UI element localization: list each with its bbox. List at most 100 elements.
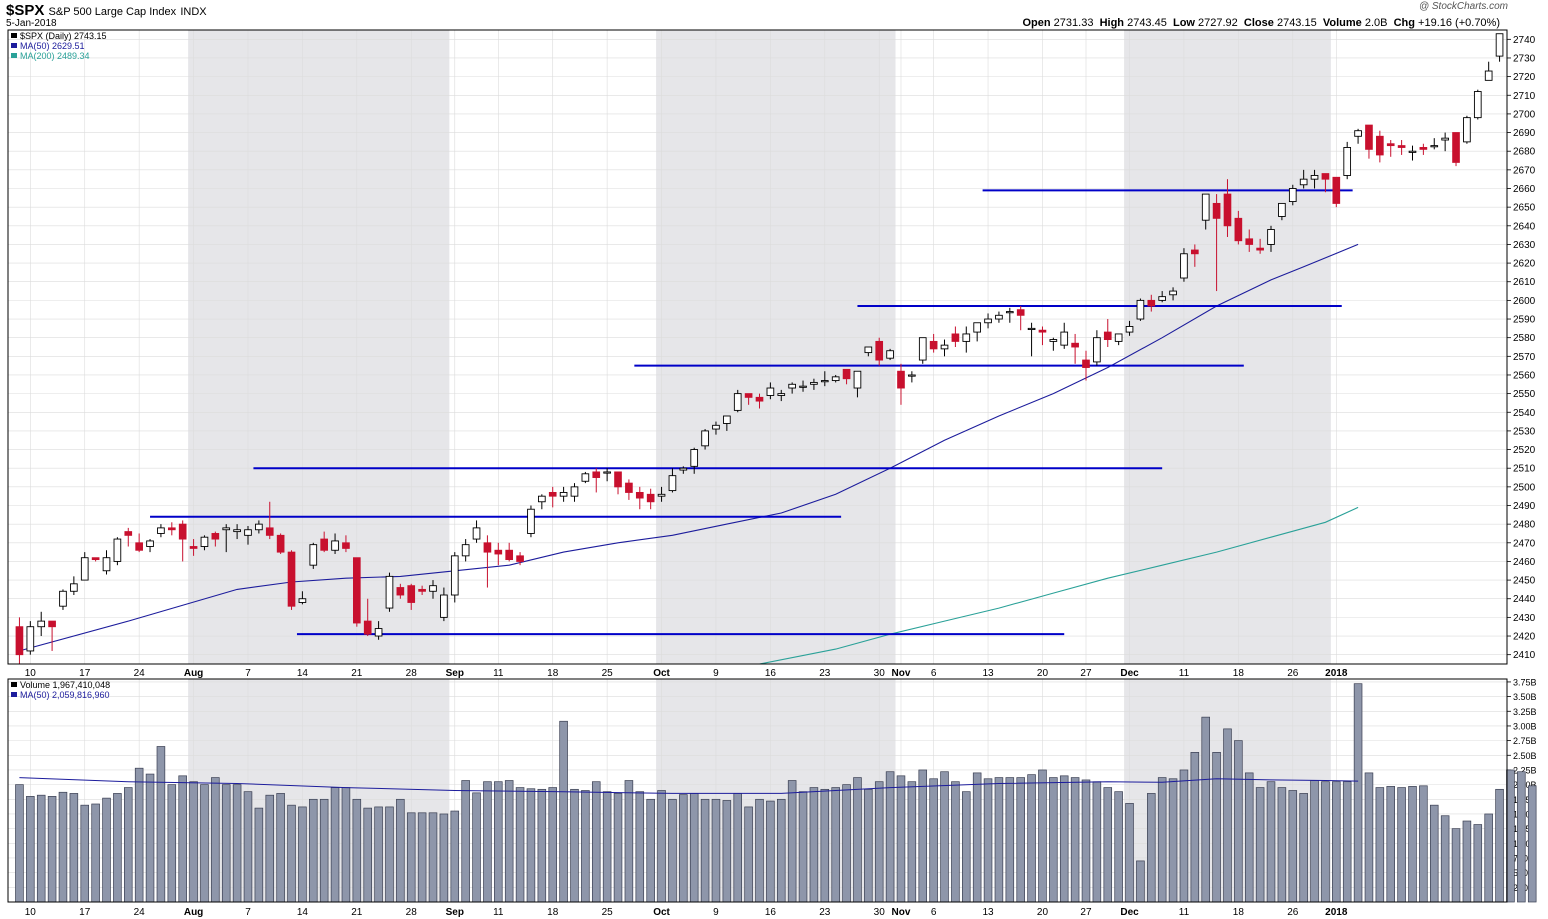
- volume-bar: [1070, 777, 1080, 903]
- candle-body: [461, 544, 470, 557]
- candle-body: [1495, 33, 1504, 57]
- chart-date: 5-Jan-2018: [6, 18, 57, 29]
- candle-body: [668, 475, 677, 492]
- candle-body: [538, 495, 546, 503]
- volume-bar: [635, 791, 645, 903]
- volume-bar: [1506, 769, 1515, 903]
- candle-body: [1343, 147, 1352, 176]
- volume-bar: [330, 787, 340, 903]
- candle-body: [276, 534, 285, 553]
- candle-body: [70, 583, 78, 592]
- price-legend-entry: $SPX (Daily) 2743.15: [20, 31, 107, 41]
- date-tick-label: 11: [493, 668, 504, 679]
- date-tick-label: Oct: [653, 907, 670, 918]
- close-label: Close: [1243, 17, 1274, 29]
- price-tick-label: 2680: [1513, 147, 1536, 158]
- date-tick-label: Sep: [446, 668, 464, 679]
- volume-tick-label: 3.50B: [1513, 692, 1537, 702]
- price-tick-label: 2560: [1513, 370, 1536, 381]
- volume-bar: [831, 787, 840, 903]
- volume-tick-label: 3.75B: [1513, 677, 1537, 687]
- volume-bar: [918, 769, 928, 903]
- price-tick-label: 2650: [1513, 203, 1536, 214]
- candle-body: [679, 467, 688, 471]
- volume-bar: [461, 780, 470, 903]
- candle-body: [429, 585, 437, 592]
- volume-bar: [1201, 716, 1210, 903]
- volume-bar: [1179, 769, 1189, 903]
- price-tick-label: 2510: [1513, 464, 1536, 475]
- volume-bar: [1190, 752, 1200, 903]
- candle-body: [352, 557, 361, 624]
- volume-bar: [1375, 787, 1385, 903]
- volume-bar: [504, 780, 514, 903]
- candle-body: [1125, 326, 1134, 333]
- volume-tick-label: 3.25B: [1513, 707, 1537, 717]
- volume-bar: [1016, 777, 1025, 903]
- candle-body: [951, 333, 960, 342]
- candle-body: [440, 594, 448, 618]
- candle-body: [712, 424, 720, 430]
- candle-body: [755, 396, 764, 402]
- candle-body: [1201, 193, 1210, 221]
- candle-body: [385, 575, 394, 609]
- candle-body: [918, 337, 927, 361]
- price-tick-label: 2520: [1513, 445, 1536, 456]
- candle-body: [396, 587, 405, 596]
- volume-bar: [298, 806, 307, 903]
- volume-bar: [178, 775, 187, 903]
- candle-body: [418, 588, 426, 592]
- volume-bar: [124, 787, 133, 903]
- volume-bar: [472, 792, 481, 903]
- candle-body: [940, 344, 949, 350]
- volume-bar: [624, 780, 634, 903]
- legend-swatch: [11, 692, 17, 697]
- date-tick-label: 14: [297, 907, 309, 918]
- copyright: @ StockCharts.com: [1418, 1, 1508, 12]
- volume-bar: [417, 812, 427, 903]
- candle-body: [1473, 91, 1482, 119]
- candle-body: [59, 590, 67, 607]
- price-tick-label: 2580: [1513, 333, 1536, 344]
- candle-body: [516, 555, 524, 562]
- date-tick-label: 25: [602, 668, 614, 679]
- volume-bar: [983, 778, 993, 903]
- date-tick-label: 27: [1080, 668, 1092, 679]
- volume-tick-label: 3.00B: [1513, 721, 1537, 731]
- candle-body: [1103, 331, 1112, 340]
- candle-body: [1441, 137, 1449, 141]
- candle-body: [37, 620, 46, 628]
- candle-body: [374, 628, 383, 637]
- volume-bar: [962, 791, 971, 903]
- volume-bar: [1081, 779, 1091, 903]
- volume-legend-entry: Volume 1,967,410,048: [20, 680, 110, 690]
- volume-bar: [689, 793, 699, 903]
- volume-bar: [1277, 787, 1287, 903]
- candle-body: [255, 523, 263, 531]
- candle-body: [897, 370, 905, 389]
- volume-bar: [613, 793, 623, 903]
- candle-body: [777, 393, 786, 396]
- price-tick-label: 2740: [1513, 35, 1536, 46]
- open-value: 2731.33: [1053, 17, 1094, 29]
- candle-body: [1365, 124, 1373, 150]
- candle-body: [48, 620, 56, 628]
- price-tick-label: 2460: [1513, 557, 1536, 568]
- volume-bar: [1408, 786, 1417, 903]
- date-tick-label: 17: [79, 668, 91, 679]
- index-name: S&P 500 Large Cap Index: [48, 6, 177, 18]
- ohlc-readout: Open 2731.33 High 2743.45 Low 2727.92 Cl…: [1022, 17, 1500, 29]
- volume-bar: [526, 788, 536, 903]
- volume-bar: [1288, 790, 1298, 903]
- candle-body: [1180, 253, 1188, 279]
- candle-body: [842, 368, 851, 380]
- price-tick-label: 2670: [1513, 165, 1536, 176]
- candle-body: [26, 626, 35, 652]
- volume-bar: [287, 804, 296, 903]
- date-tick-label: Oct: [653, 668, 670, 679]
- date-tick-label: 25: [602, 907, 614, 918]
- candle-body: [831, 376, 840, 382]
- volume-bar: [145, 773, 155, 903]
- volume-bar: [1212, 752, 1221, 903]
- volume-bar: [766, 800, 775, 903]
